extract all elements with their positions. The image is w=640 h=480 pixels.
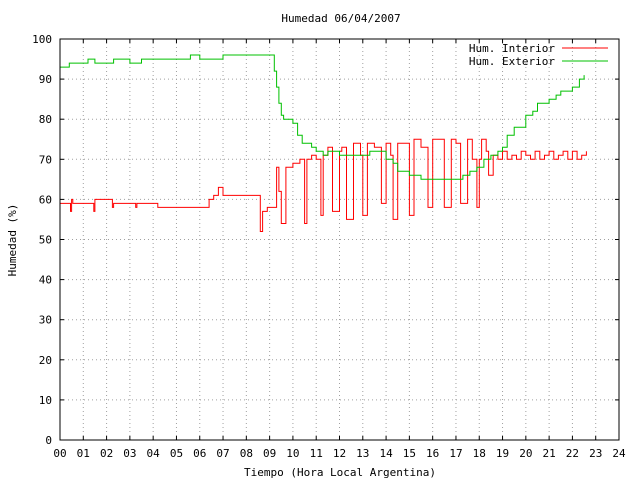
series-lines [60, 54, 587, 232]
x-tick-label: 10 [286, 447, 299, 460]
legend-label-interior: Hum. Interior [469, 42, 555, 55]
x-tick-label: 09 [263, 447, 276, 460]
x-tick-label: 01 [77, 447, 90, 460]
y-tick-label: 10 [39, 394, 52, 407]
chart-title: Humedad 06/04/2007 [281, 12, 400, 25]
y-tick-label: 40 [39, 274, 52, 287]
x-tick-label: 06 [193, 447, 206, 460]
x-tick-label: 16 [426, 447, 439, 460]
x-tick-label: 23 [589, 447, 602, 460]
x-tick-label: 20 [519, 447, 532, 460]
x-tick-label: 04 [147, 447, 161, 460]
y-tick-label: 20 [39, 354, 52, 367]
series-line-interior [60, 138, 587, 232]
x-tick-label: 17 [449, 447, 462, 460]
y-tick-label: 70 [39, 153, 52, 166]
x-tick-label: 13 [356, 447, 369, 460]
legend-label-exterior: Hum. Exterior [469, 55, 555, 68]
x-tick-label: 02 [100, 447, 113, 460]
legend: Hum. Interior Hum. Exterior [469, 42, 608, 68]
y-tick-label: 60 [39, 193, 52, 206]
x-tick-label: 08 [240, 447, 253, 460]
x-tick-label: 24 [612, 447, 626, 460]
x-tick-label: 19 [496, 447, 509, 460]
y-tick-label: 30 [39, 314, 52, 327]
y-tick-label: 90 [39, 73, 52, 86]
y-tick-label: 100 [32, 33, 52, 46]
x-tick-label: 21 [543, 447, 556, 460]
x-tick-label: 05 [170, 447, 183, 460]
y-tick-label: 0 [45, 434, 52, 447]
x-tick-label: 18 [473, 447, 486, 460]
x-axis-label: Tiempo (Hora Local Argentina) [244, 466, 436, 479]
x-tick-label: 03 [123, 447, 136, 460]
y-axis-label: Humedad (%) [6, 204, 19, 277]
axis-ticks: 00 01 02 03 04 05 06 07 08 09 10 11 12 13 14 15 16 17 18 19… [32, 33, 626, 460]
x-tick-label: 11 [310, 447, 323, 460]
grid-lines [60, 39, 619, 440]
x-tick-label: 22 [566, 447, 579, 460]
x-tick-label: 07 [216, 447, 229, 460]
y-tick-label: 50 [39, 234, 52, 247]
x-tick-label: 12 [333, 447, 346, 460]
y-tick-label: 80 [39, 113, 52, 126]
x-tick-label: 14 [379, 447, 393, 460]
series-line-exterior [60, 54, 585, 180]
x-tick-label: 15 [403, 447, 416, 460]
x-tick-label: 00 [53, 447, 66, 460]
